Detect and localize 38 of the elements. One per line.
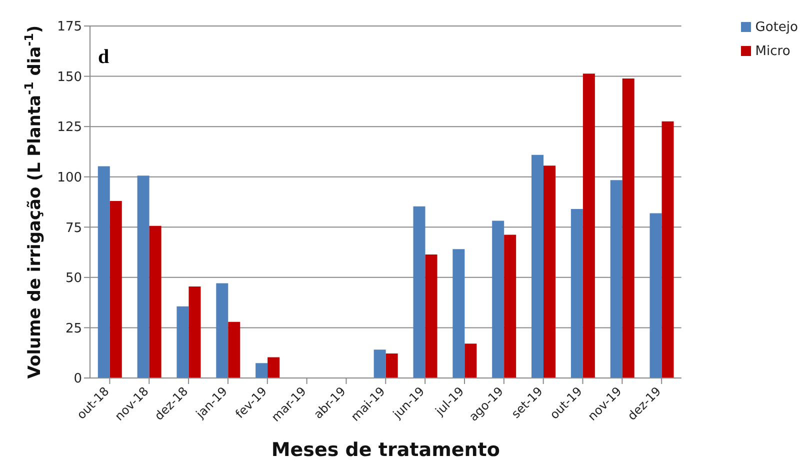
bar — [386, 353, 398, 378]
bar — [374, 350, 386, 378]
bar — [425, 254, 438, 378]
y-tick-label: 25 — [65, 321, 82, 336]
bar — [98, 166, 110, 378]
y-tick-label: 100 — [57, 170, 82, 186]
bar — [532, 154, 544, 378]
bar — [149, 226, 162, 378]
bar — [137, 176, 150, 378]
y-tick-label: 150 — [57, 70, 82, 85]
y-tick-label: 75 — [65, 220, 82, 236]
bar — [110, 200, 122, 378]
bar — [452, 249, 465, 378]
bar — [662, 121, 674, 378]
legend-label: Gotejo — [755, 20, 798, 35]
bar — [216, 283, 228, 378]
bar — [464, 344, 477, 378]
bar — [492, 220, 504, 378]
bar — [256, 363, 268, 378]
y-tick-label: 0 — [74, 372, 82, 387]
bar — [544, 166, 556, 378]
panel-letter: d — [98, 46, 110, 69]
bar — [582, 74, 595, 378]
bar — [188, 286, 201, 378]
bar — [570, 209, 583, 378]
bar — [268, 357, 280, 378]
legend-label: Micro — [755, 44, 790, 59]
y-tick-label: 50 — [65, 271, 82, 286]
x-axis-title: Meses de tratamento — [271, 439, 500, 461]
bar — [650, 213, 662, 378]
bar — [413, 206, 426, 378]
bar — [610, 180, 622, 378]
y-tick-label: 175 — [57, 20, 82, 35]
bar — [228, 322, 240, 378]
y-tick-label: 125 — [57, 120, 82, 136]
bar — [176, 306, 189, 378]
bar — [622, 78, 634, 378]
bar — [504, 234, 516, 378]
